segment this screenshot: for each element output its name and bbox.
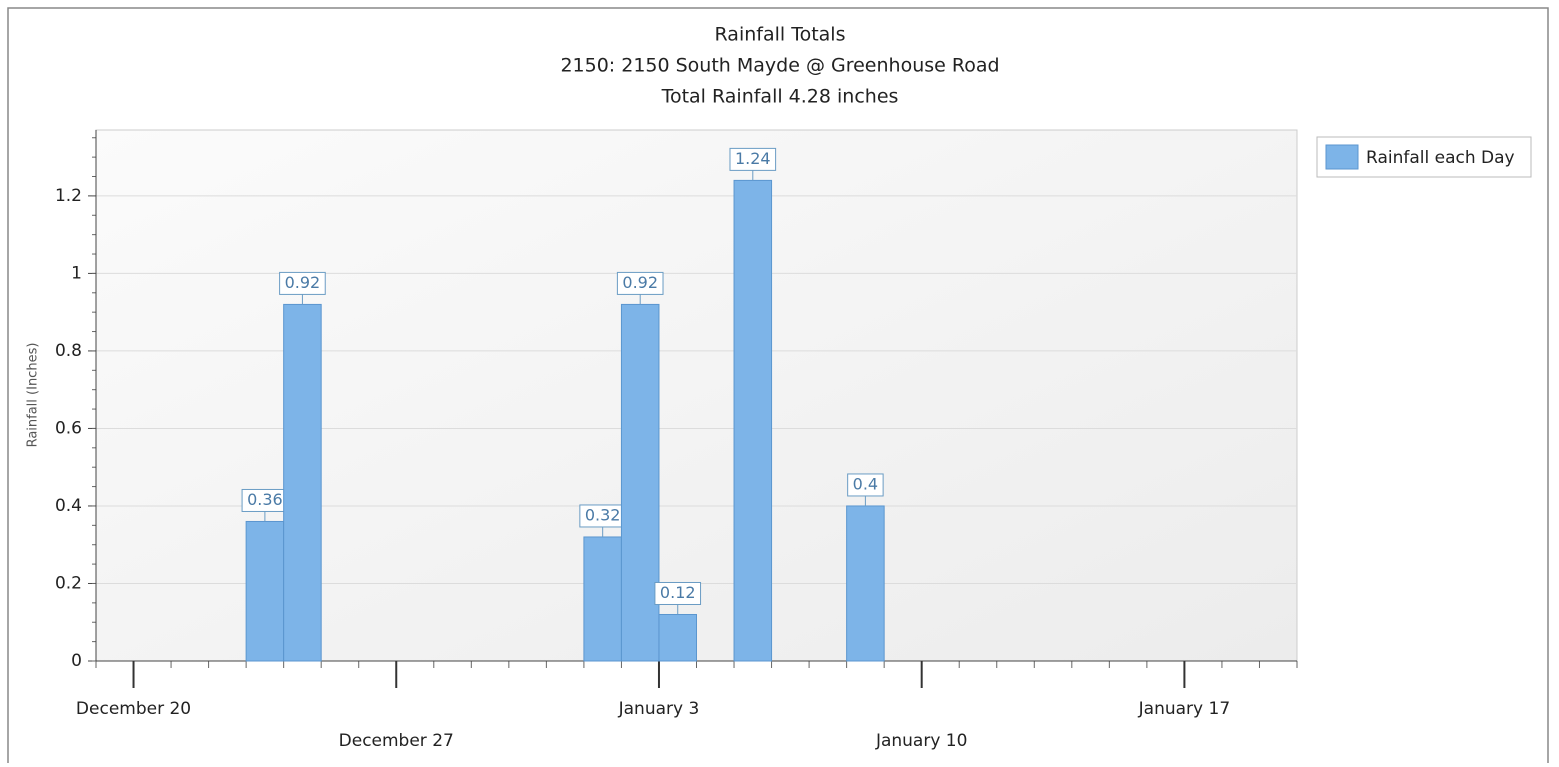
y-tick-label: 1.2 xyxy=(55,186,82,206)
legend-swatch xyxy=(1325,144,1359,170)
x-tick-label: January 10 xyxy=(875,731,967,751)
value-label: 0.4 xyxy=(853,474,878,493)
y-tick-label: 0.4 xyxy=(55,496,82,516)
chart-title: Rainfall Totals xyxy=(715,24,846,46)
y-axis-label: Rainfall (Inches) xyxy=(26,343,41,448)
x-tick-label: January 3 xyxy=(618,699,700,719)
value-label: 0.92 xyxy=(285,273,321,292)
chart-subtitle: 2150: 2150 South Mayde @ Greenhouse Road xyxy=(560,55,999,77)
legend-label: Rainfall each Day xyxy=(1366,148,1515,168)
value-label: 0.32 xyxy=(585,505,621,524)
x-tick-label: December 20 xyxy=(76,699,191,719)
value-label: 1.24 xyxy=(735,149,771,168)
x-tick-label: January 17 xyxy=(1138,699,1230,719)
bar xyxy=(245,520,285,662)
value-label-box xyxy=(729,147,777,171)
value-label-box xyxy=(279,271,326,295)
bar xyxy=(283,303,322,662)
value-label-box xyxy=(654,581,702,605)
y-tick-label: 0 xyxy=(71,651,82,671)
y-tick-label: 0.2 xyxy=(55,573,82,593)
value-label: 0.12 xyxy=(660,583,696,602)
value-label: 0.36 xyxy=(247,490,283,509)
value-label-box xyxy=(616,271,664,295)
y-tick-label: 1 xyxy=(71,263,82,283)
y-tick-label: 0.8 xyxy=(55,341,82,361)
bar xyxy=(733,179,773,662)
bar xyxy=(620,303,660,662)
value-label-box xyxy=(847,473,884,497)
value-label: 0.92 xyxy=(622,273,658,292)
bar xyxy=(846,505,885,662)
annotation: Total Rainfall 4.28 inches xyxy=(661,86,899,108)
y-tick-label: 0.6 xyxy=(55,418,82,438)
x-tick-label: December 27 xyxy=(339,731,454,751)
bar xyxy=(583,536,622,662)
bar xyxy=(658,613,697,662)
